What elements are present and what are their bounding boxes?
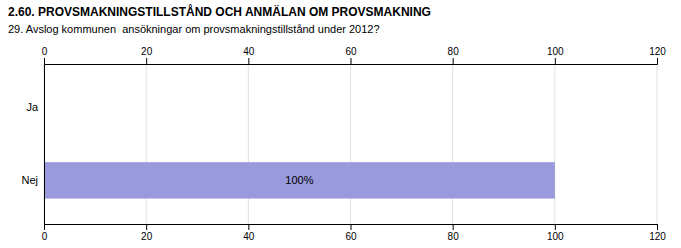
tick: Nej	[21, 174, 44, 186]
tick: Ja	[26, 101, 44, 113]
chart: 2.60. PROVSMAKNINGSTILLSTÅND OCH ANMÄLAN…	[0, 0, 681, 248]
tick: 0	[42, 46, 48, 64]
tick: 60	[345, 46, 357, 64]
tick-mark	[453, 224, 454, 230]
tick-mark	[555, 58, 556, 64]
tick-label: 60	[345, 46, 357, 57]
axis-line	[44, 65, 45, 225]
tick-label: 0	[42, 46, 48, 57]
tick-mark	[248, 58, 249, 64]
tick-label: 20	[141, 46, 153, 57]
data-label: 100%	[285, 174, 313, 186]
tick-label: 80	[448, 231, 460, 242]
tick-label: 120	[649, 46, 666, 57]
tick-mark	[555, 224, 556, 230]
bar	[44, 162, 555, 198]
tick-mark	[351, 58, 352, 64]
axis-line	[45, 225, 658, 231]
tick-label: 80	[448, 46, 460, 57]
grid-line	[554, 64, 555, 224]
tick-label: 40	[243, 46, 255, 57]
tick-label: 120	[649, 231, 666, 242]
tick: 100	[547, 46, 564, 64]
tick-mark	[146, 224, 147, 230]
grid-line	[657, 64, 658, 224]
grid-line	[44, 64, 45, 224]
tick-mark	[657, 224, 658, 230]
tick-mark	[351, 224, 352, 230]
tick: 100	[547, 224, 564, 242]
x-axis: 0 20 40 60 80 100 120	[42, 224, 667, 242]
tick-mark	[248, 224, 249, 230]
subtitle: 29. Avslog kommunen ansökningar om provs…	[8, 23, 380, 35]
x-axis: 0 20 40 60 80 100 120	[42, 46, 667, 65]
tick: 40	[243, 224, 255, 242]
tick-label: 20	[141, 231, 153, 242]
tick-label: 0	[42, 231, 48, 242]
grid-line	[146, 64, 147, 224]
tick-label: 100	[547, 231, 564, 242]
tick: 20	[141, 224, 153, 242]
tick-mark	[44, 224, 45, 230]
tick-label: Ja	[26, 101, 39, 113]
tick: 120	[649, 224, 666, 242]
grid-line	[350, 64, 351, 224]
tick-mark	[657, 58, 658, 64]
grid-line	[452, 64, 453, 224]
axis-line	[45, 58, 658, 65]
grid-line	[248, 64, 249, 224]
data-labels: 100%	[285, 174, 313, 186]
category-axis: Ja Nej	[21, 65, 44, 225]
tick-label: 100	[547, 46, 564, 57]
tick-label: 60	[345, 231, 357, 242]
tick: 0	[42, 224, 48, 242]
title: 2.60. PROVSMAKNINGSTILLSTÅND OCH ANMÄLAN…	[8, 4, 431, 19]
bars	[44, 162, 555, 198]
tick: 40	[243, 46, 255, 64]
tick-label: Nej	[21, 174, 38, 186]
tick: 60	[345, 224, 357, 242]
tick: 80	[448, 224, 460, 242]
tick: 120	[649, 46, 666, 64]
tick: 80	[448, 46, 460, 64]
tick-mark	[44, 58, 45, 64]
grid	[44, 64, 657, 224]
tick: 20	[141, 46, 153, 64]
tick-mark	[146, 58, 147, 64]
tick-label: 40	[243, 231, 255, 242]
tick-mark	[453, 58, 454, 64]
